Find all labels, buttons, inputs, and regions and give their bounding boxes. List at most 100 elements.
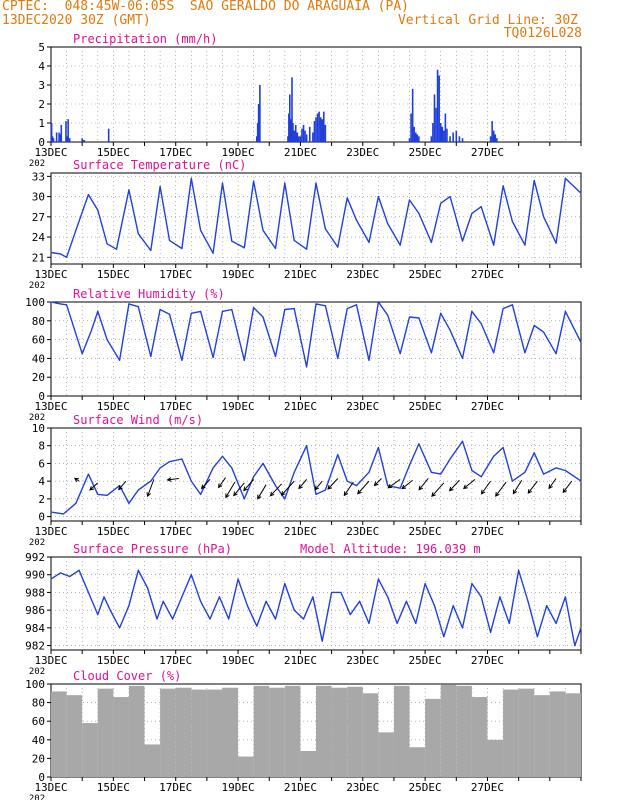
temp-point: [449, 195, 451, 198]
precip-bar: [299, 136, 302, 142]
press-point: [564, 596, 567, 598]
press-point: [527, 600, 529, 602]
press-ytick-label: 990: [25, 569, 45, 582]
rh-point: [387, 314, 389, 316]
wind-ytick-label: 6: [38, 457, 45, 470]
press-point: [368, 622, 370, 625]
temp-point: [471, 212, 473, 215]
press-point: [424, 582, 426, 585]
precip-bar: [491, 121, 493, 142]
temp-point: [50, 251, 52, 254]
cloud-title: Cloud Cover (%): [73, 669, 181, 683]
temp-point: [502, 185, 504, 187]
temp-ytick-label: 27: [32, 211, 45, 224]
precip-ytick-label: 3: [38, 79, 45, 92]
rh-point: [243, 359, 245, 361]
wind-xtick-label: 19DEC: [221, 525, 254, 538]
press-point: [580, 627, 582, 629]
temp-xtick-label: 23DEC: [346, 268, 379, 281]
wind-ytick-label: 4: [38, 475, 45, 488]
press-point: [415, 622, 417, 625]
precip-bar: [438, 75, 440, 142]
press-point: [546, 605, 548, 607]
precip-bar: [60, 124, 63, 142]
wind-point: [306, 445, 308, 447]
rh-point: [284, 308, 286, 311]
press-point: [256, 625, 258, 627]
cloud-ytick-label: 60: [32, 715, 45, 728]
press-ytick-label: 988: [25, 586, 45, 599]
wind-point: [430, 471, 432, 473]
press-point: [137, 569, 139, 571]
wind-point: [355, 484, 358, 487]
rh-point: [106, 339, 108, 341]
precip-bar: [82, 140, 85, 142]
press-ytick-label: 982: [25, 640, 45, 653]
press-point: [118, 627, 121, 629]
press-title: Surface Pressure (hPa): [73, 542, 232, 556]
wind-point: [150, 480, 152, 482]
wind-xtick-label: 17DEC: [159, 525, 192, 538]
wind-arrow-head: [373, 481, 379, 487]
precip-bar: [410, 113, 412, 142]
wind-arrow: [118, 480, 127, 490]
cloud-bar: [503, 689, 519, 777]
wind-arrow: [512, 479, 523, 494]
cloud-bar: [284, 685, 301, 777]
temp-xtick-label: 15DEC: [97, 268, 130, 281]
press-ytick-label: 984: [25, 622, 45, 635]
rh-point: [324, 305, 326, 307]
press-point: [293, 609, 295, 611]
precip-bar: [287, 136, 289, 142]
press-point: [555, 622, 557, 625]
precip-bar: [67, 119, 69, 142]
wind-arrow-head: [357, 489, 362, 495]
press-point: [480, 596, 482, 598]
wind-arrow-head: [431, 492, 436, 497]
press-annotation: Model Altitude: 196.039 m: [300, 542, 481, 556]
precip-bar: [455, 130, 458, 142]
cloud-bar: [362, 693, 379, 777]
wind-point: [262, 462, 264, 465]
wind-arrow: [147, 479, 155, 497]
rh-point: [461, 357, 464, 359]
wind-arrow: [270, 483, 283, 497]
temp-point: [430, 241, 432, 244]
press-point: [405, 600, 408, 602]
wind-arrow: [167, 477, 179, 481]
press-xtick-label: 17DEC: [159, 654, 192, 667]
precip-bar: [294, 124, 297, 142]
press-point: [321, 640, 323, 642]
wind-ytick-label: 0: [38, 511, 45, 524]
temp-point: [190, 177, 192, 179]
rh-point: [430, 352, 432, 354]
wind-arrow: [243, 479, 255, 491]
wind-point: [274, 484, 277, 487]
precip-bar: [319, 117, 322, 142]
precip-bar: [492, 130, 495, 142]
cloud-bar: [378, 732, 394, 777]
precip-bar: [321, 119, 324, 142]
press-point: [377, 578, 379, 580]
forecast-date: 13DEC2020 30Z (GMT): [2, 13, 151, 28]
temp-point: [159, 185, 161, 188]
precip-bar: [416, 134, 419, 142]
rh-ytick-label: 60: [32, 334, 45, 347]
precip-bar: [259, 85, 261, 142]
wind-arrow-head: [448, 486, 454, 492]
press-point: [359, 600, 361, 602]
precip-xtick-label: 13DEC: [34, 146, 67, 159]
press-point: [228, 618, 230, 620]
precip-bar: [315, 117, 317, 142]
temp-point: [221, 182, 224, 184]
cloud-xtick-label: 13DEC: [34, 781, 67, 794]
precip-bar: [494, 134, 497, 142]
rh-point: [502, 307, 504, 310]
wind-point: [377, 446, 379, 449]
rh-point: [440, 312, 442, 314]
temp-year-label: 202: [29, 281, 45, 291]
precip-bar: [256, 123, 259, 142]
temp-point: [337, 246, 339, 248]
precip-bar: [308, 126, 311, 142]
